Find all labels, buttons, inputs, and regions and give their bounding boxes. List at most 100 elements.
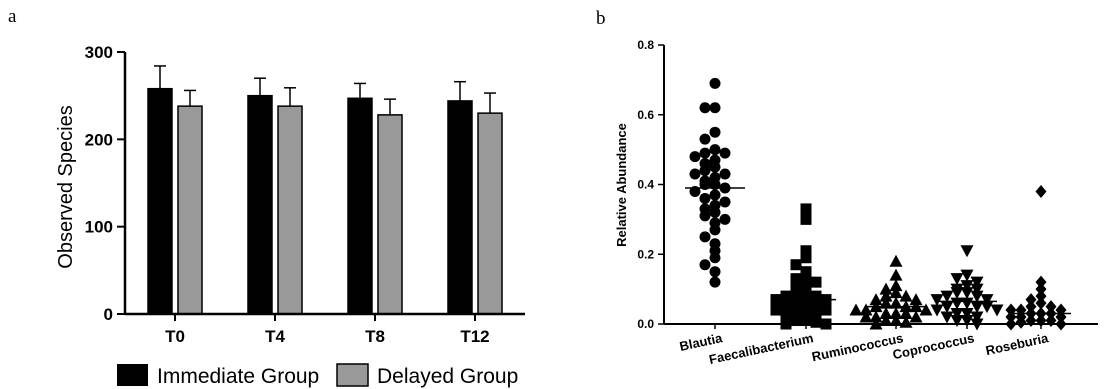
point-roseburia-6: [1025, 300, 1037, 314]
x-tick-label-t0: T0: [165, 327, 185, 346]
bar-immediate-group-t0: [147, 87, 173, 315]
point-faecalibacterium-17: [800, 297, 812, 309]
point-roseburia-0: [1035, 184, 1047, 198]
point-blautia-27: [699, 210, 711, 222]
point-roseburia-5: [1035, 296, 1047, 310]
point-coprococcus-23: [940, 311, 954, 324]
point-blautia-6: [699, 147, 711, 159]
point-coprococcus-8: [950, 287, 964, 300]
point-faecalibacterium-24: [790, 308, 802, 320]
point-faecalibacterium-28: [790, 315, 802, 327]
point-coprococcus-10: [940, 290, 954, 303]
point-ruminococcus-7: [869, 293, 883, 306]
x-tick-label-faecalibacterium: Faecalibacterium: [708, 330, 815, 367]
point-faecalibacterium-0: [800, 203, 812, 215]
point-faecalibacterium-8: [810, 276, 822, 288]
point-coprococcus-19: [990, 304, 1004, 317]
legend-swatch-delayed-group: [336, 363, 369, 387]
point-blautia-8: [689, 151, 701, 163]
point-coprococcus-7: [960, 287, 974, 300]
point-faecalibacterium-6: [800, 269, 812, 281]
point-ruminococcus-22: [859, 310, 873, 323]
point-ruminococcus-8: [909, 293, 923, 306]
point-faecalibacterium-14: [780, 290, 792, 302]
point-ruminococcus-18: [879, 307, 893, 320]
point-coprococcus-21: [950, 308, 964, 321]
point-ruminococcus-1: [889, 268, 903, 281]
point-faecalibacterium-11: [800, 287, 812, 299]
point-faecalibacterium-13: [810, 290, 822, 302]
point-coprococcus-1: [960, 269, 974, 282]
chart-a-bars: [147, 65, 503, 315]
chart-a-observed-species: T0 T4 T8 T12 0 100 200 300 Observed Species Imm…: [55, 43, 525, 388]
point-faecalibacterium-18: [790, 297, 802, 309]
point-coprococcus-9: [970, 290, 984, 303]
point-coprococcus-4: [960, 280, 974, 293]
point-coprococcus-0: [960, 245, 974, 258]
panel-b-label: b: [596, 8, 606, 29]
point-faecalibacterium-9: [800, 280, 812, 292]
point-coprococcus-16: [940, 301, 954, 314]
point-ruminococcus-5: [879, 289, 893, 302]
point-faecalibacterium-2: [800, 245, 812, 257]
x-tick-label-t4: T4: [265, 327, 285, 346]
bar-immediate-group-t12: [447, 100, 473, 315]
point-blautia-13: [719, 168, 731, 180]
bar-immediate-group-t4: [247, 94, 273, 315]
point-ruminococcus-10: [879, 296, 893, 309]
point-blautia-22: [699, 192, 711, 204]
y-tick-label-0.4: 0.4: [637, 178, 654, 192]
point-ruminococcus-2: [889, 279, 903, 292]
point-ruminococcus-19: [899, 307, 913, 320]
point-ruminococcus-20: [869, 310, 883, 323]
point-faecalibacterium-29: [810, 316, 822, 328]
point-faecalibacterium-4: [790, 259, 802, 271]
point-faecalibacterium-3: [800, 252, 812, 264]
point-roseburia-2: [1035, 282, 1047, 296]
point-faecalibacterium-26: [780, 311, 792, 323]
point-blautia-30: [709, 224, 721, 236]
y-tick-label-100: 100: [85, 218, 113, 237]
point-roseburia-19: [1045, 314, 1057, 328]
chart-a-y-axis-title: Observed Species: [55, 105, 77, 268]
point-coprococcus-25: [950, 315, 964, 328]
chart-a-legend: Immediate Group Delayed Group: [117, 363, 518, 388]
y-tick-label-300: 300: [85, 43, 113, 62]
point-blautia-37: [709, 276, 721, 288]
point-blautia-34: [709, 252, 721, 264]
point-roseburia-20: [1015, 315, 1027, 329]
point-blautia-2: [699, 102, 711, 114]
point-blautia-14: [689, 168, 701, 180]
point-roseburia-1: [1035, 275, 1047, 289]
y-tick-label-0.2: 0.2: [637, 247, 654, 261]
x-tick-label-t8: T8: [365, 327, 385, 346]
y-tick-label-0.8: 0.8: [637, 38, 654, 52]
point-blautia-26: [709, 206, 721, 218]
y-tick-label-0.6: 0.6: [637, 108, 654, 122]
point-blautia-21: [709, 189, 721, 201]
point-blautia-36: [709, 266, 721, 278]
point-ruminococcus-15: [919, 303, 933, 316]
point-faecalibacterium-22: [770, 304, 782, 316]
point-roseburia-7: [1045, 300, 1057, 314]
bar-immediate-group-t8: [347, 97, 373, 315]
bar-delayed-group-t0: [177, 105, 203, 315]
point-blautia-35: [699, 259, 711, 271]
point-coprococcus-14: [950, 297, 964, 310]
bar-delayed-group-t8: [377, 114, 403, 315]
y-tick-label-0.0: 0.0: [637, 317, 654, 331]
chart-b-points: [685, 77, 1071, 331]
point-ruminococcus-21: [909, 310, 923, 323]
point-blautia-1: [709, 102, 721, 114]
point-blautia-0: [709, 77, 721, 89]
point-faecalibacterium-7: [790, 273, 802, 285]
chart-b-y-axis-title: Relative Abundance: [614, 123, 629, 247]
y-tick-label-0: 0: [104, 305, 113, 324]
chart-a-axes: T0 T4 T8 T12 0 100 200 300: [85, 43, 525, 346]
point-faecalibacterium-20: [780, 301, 792, 313]
bar-delayed-group-t4: [277, 105, 303, 315]
point-coprococcus-22: [970, 311, 984, 324]
point-coprococcus-17: [980, 301, 994, 314]
chart-b-relative-abundance: 0.00.20.40.60.8BlautiaFaecalibacteriumRu…: [614, 38, 1098, 367]
legend-label-immediate-group: Immediate Group: [157, 365, 319, 388]
